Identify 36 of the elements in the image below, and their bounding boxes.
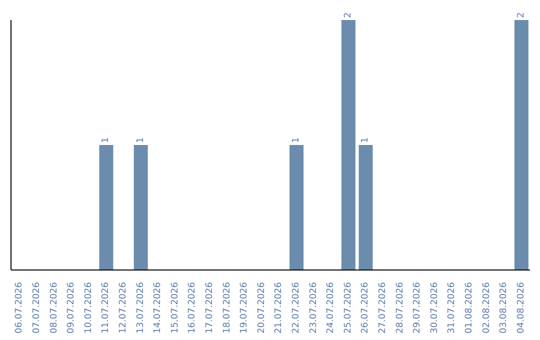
- x-tick-label: 29.07.2026: [412, 282, 423, 334]
- data-label: 2: [343, 12, 354, 18]
- x-tick-label: 04.08.2026: [516, 282, 526, 334]
- x-tick-label: 16.07.2026: [188, 282, 198, 334]
- x-tick-label: 12.07.2026: [118, 282, 128, 334]
- x-tick-label: 20.07.2026: [256, 282, 267, 334]
- x-tick-label: 30.07.2026: [430, 282, 440, 334]
- data-label: 1: [101, 137, 112, 143]
- x-tick-label: 22.07.2026: [291, 282, 302, 334]
- x-tick-label: 10.07.2026: [84, 282, 94, 334]
- data-label: 1: [292, 137, 302, 143]
- x-tick-label: 06.07.2026: [14, 282, 25, 334]
- data-label: 2: [516, 12, 526, 18]
- x-tick-label: 18.07.2026: [222, 282, 232, 334]
- x-tick-label: 25.07.2026: [343, 282, 354, 334]
- x-tick-label: 14.07.2026: [153, 282, 164, 334]
- x-tick-label: 01.08.2026: [464, 282, 474, 334]
- x-tick-label: 28.07.2026: [395, 282, 406, 334]
- x-tick-label: 13.07.2026: [136, 282, 146, 334]
- x-tick-label: 07.07.2026: [32, 282, 42, 334]
- x-tick-label: 21.07.2026: [274, 282, 284, 334]
- x-tick-label: 15.07.2026: [170, 282, 180, 334]
- data-label: 1: [360, 137, 371, 143]
- x-tick-label: 27.07.2026: [378, 282, 388, 334]
- x-tick-label: 23.07.2026: [308, 282, 319, 334]
- x-tick-label: 24.07.2026: [326, 282, 336, 334]
- x-tick-label: 03.08.2026: [499, 282, 510, 334]
- x-tick-label: 11.07.2026: [101, 282, 112, 334]
- x-tick-label: 31.07.2026: [447, 282, 458, 334]
- x-tick-label: 19.07.2026: [240, 282, 250, 334]
- x-tick-label: 26.07.2026: [360, 282, 371, 334]
- x-tick-label: 09.07.2026: [66, 282, 77, 334]
- x-tick-label: 02.08.2026: [482, 282, 492, 334]
- data-label: 1: [136, 137, 146, 143]
- x-tick-label: 17.07.2026: [204, 282, 215, 334]
- x-tick-label: 08.07.2026: [49, 282, 60, 334]
